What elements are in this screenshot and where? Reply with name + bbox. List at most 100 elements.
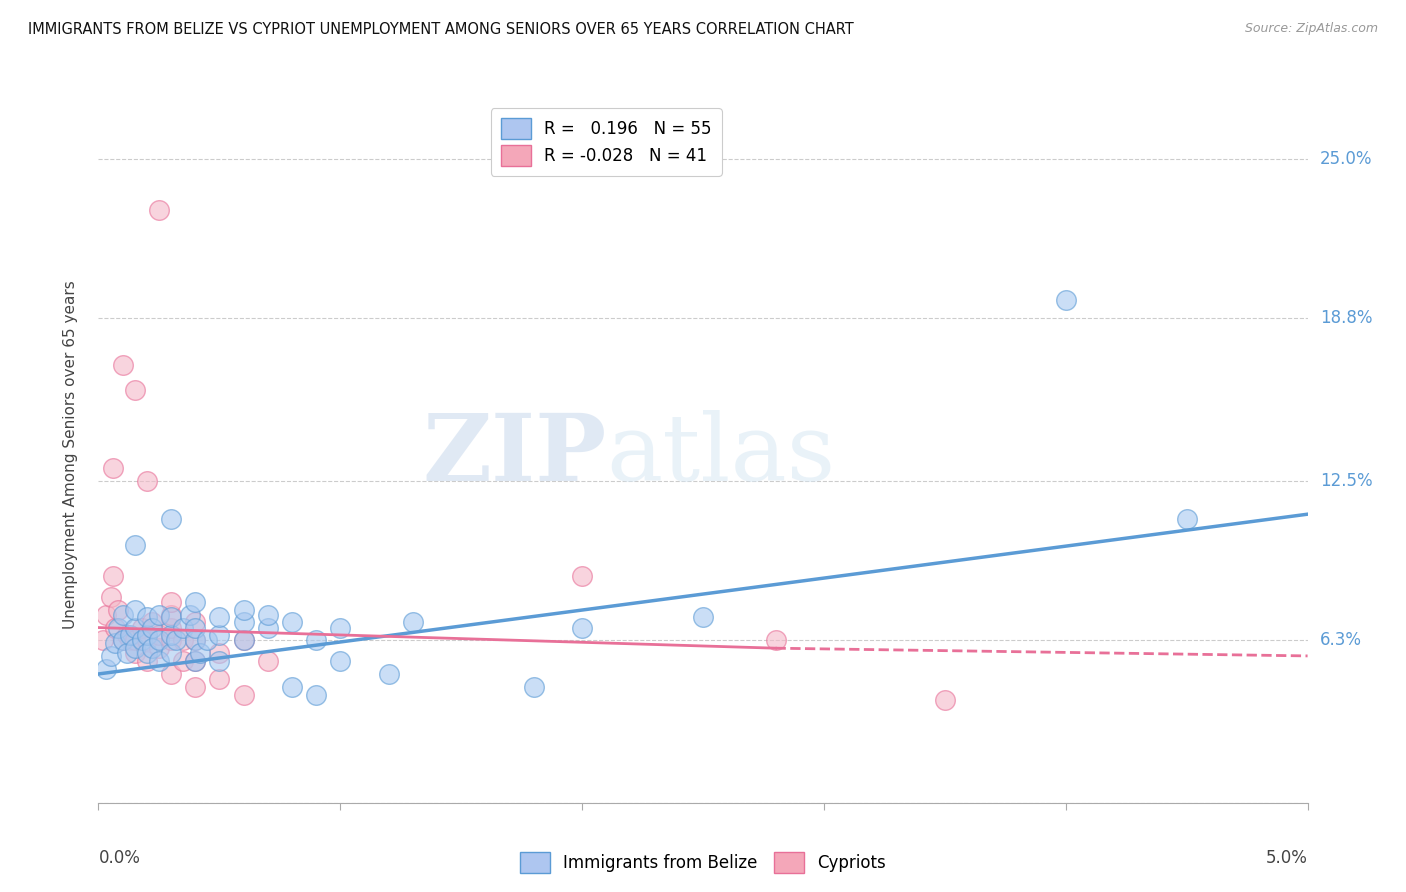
Point [94,662,117,676]
Point [111,607,134,622]
Point [402,615,425,630]
Point [184,595,207,609]
Point [135,628,157,642]
Point [305,688,328,702]
Point [124,384,146,398]
Point [188,646,211,660]
Point [94,607,117,622]
Point [184,615,207,630]
Point [232,688,254,702]
Text: 0.0%: 0.0% [98,849,141,867]
Point [571,621,593,635]
Point [118,633,141,648]
Text: 25.0%: 25.0% [1320,150,1372,168]
Point [148,641,170,656]
Point [934,692,956,706]
Point [111,358,134,372]
Point [107,602,129,616]
Point [148,654,170,668]
Text: IMMIGRANTS FROM BELIZE VS CYPRIOT UNEMPLOYMENT AMONG SENIORS OVER 65 YEARS CORRE: IMMIGRANTS FROM BELIZE VS CYPRIOT UNEMPL… [28,22,853,37]
Point [184,654,207,668]
Point [208,672,231,686]
Point [135,646,157,660]
Point [135,610,157,624]
Point [179,607,201,622]
Point [184,633,207,648]
Point [111,633,134,648]
Point [124,621,146,635]
Point [148,607,170,622]
Point [131,633,153,648]
Point [141,621,163,635]
Point [104,621,127,635]
Point [184,633,207,648]
Point [160,512,183,526]
Point [232,633,254,648]
Point [765,633,787,648]
Point [523,680,546,694]
Point [141,615,163,630]
Legend: Immigrants from Belize, Cypriots: Immigrants from Belize, Cypriots [513,846,893,880]
Point [281,680,304,694]
Point [208,654,231,668]
Point [692,610,714,624]
Point [135,654,157,668]
Point [184,654,207,668]
Text: 5.0%: 5.0% [1265,849,1308,867]
Y-axis label: Unemployment Among Seniors over 65 years: Unemployment Among Seniors over 65 years [63,281,77,629]
Point [172,621,194,635]
Point [256,654,278,668]
Point [160,607,183,622]
Point [329,621,352,635]
Point [148,203,170,218]
Point [1054,293,1077,308]
Point [1175,512,1198,526]
Point [195,633,218,648]
Text: 18.8%: 18.8% [1320,310,1372,327]
Point [232,615,254,630]
Point [124,602,146,616]
Point [148,633,170,648]
Point [232,633,254,648]
Point [160,633,183,648]
Point [232,602,254,616]
Point [571,569,593,583]
Point [329,654,352,668]
Point [124,646,146,660]
Point [117,628,139,642]
Point [165,633,187,648]
Point [135,633,157,648]
Text: 12.5%: 12.5% [1320,472,1372,490]
Point [118,628,141,642]
Point [256,607,278,622]
Point [281,615,304,630]
Point [208,646,231,660]
Point [101,460,124,475]
Point [141,641,163,656]
Point [91,633,114,648]
Point [184,680,207,694]
Point [100,590,122,604]
Point [172,654,194,668]
Point [160,628,183,642]
Text: 6.3%: 6.3% [1320,632,1361,649]
Point [111,633,134,648]
Point [117,646,139,660]
Point [256,621,278,635]
Point [124,538,146,552]
Point [135,474,157,488]
Point [305,633,328,648]
Point [208,610,231,624]
Text: Source: ZipAtlas.com: Source: ZipAtlas.com [1244,22,1378,36]
Point [131,621,153,635]
Point [172,633,194,648]
Legend: R =   0.196   N = 55, R = -0.028   N = 41: R = 0.196 N = 55, R = -0.028 N = 41 [491,109,721,176]
Point [101,569,124,583]
Point [377,667,399,681]
Point [208,628,231,642]
Point [160,667,183,681]
Point [107,621,129,635]
Point [100,648,122,663]
Point [160,610,183,624]
Text: atlas: atlas [606,410,835,500]
